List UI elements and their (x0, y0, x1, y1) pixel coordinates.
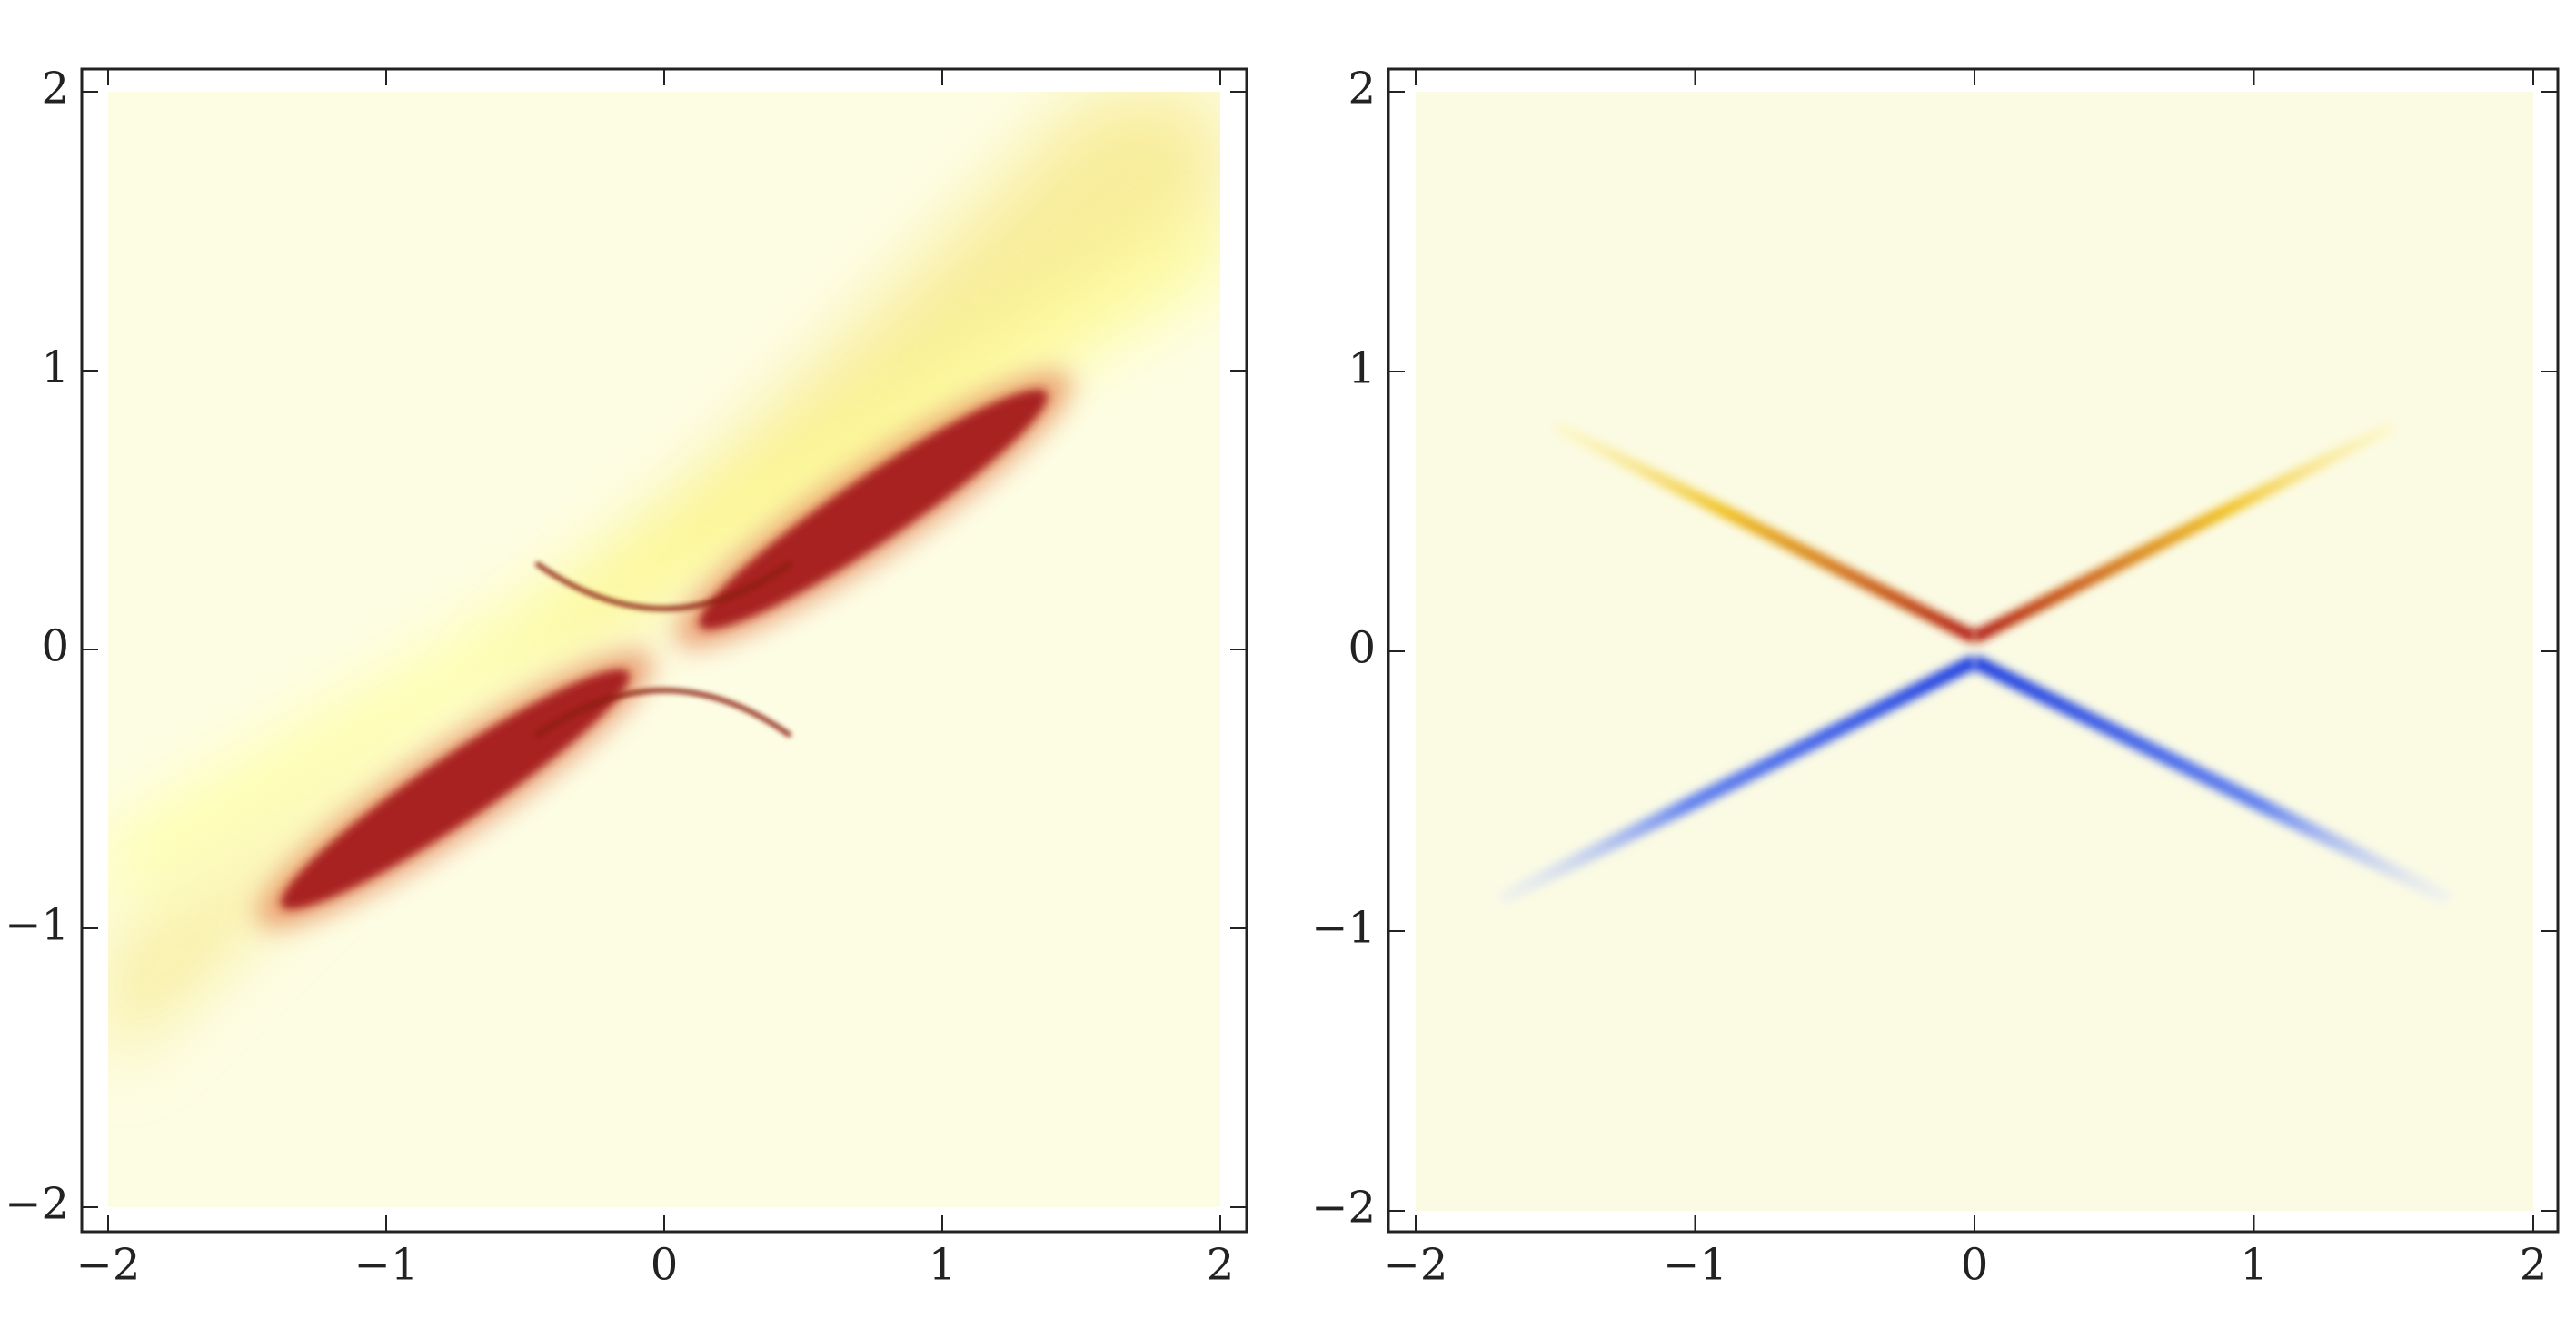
y-tick-label: −2 (1311, 1183, 1376, 1234)
x-tick-label: −1 (354, 1240, 419, 1291)
x-tick-label: 1 (2240, 1240, 2268, 1291)
x-tick-label: −1 (1663, 1240, 1727, 1291)
density-image (108, 92, 1220, 1207)
x-tick-label: 2 (1207, 1240, 1235, 1291)
x-tick-label: 0 (651, 1240, 679, 1291)
x-tick-label: 1 (929, 1240, 957, 1291)
x-tick-label: −2 (76, 1240, 141, 1291)
x-tick-label: −2 (1384, 1240, 1448, 1291)
y-tick-label: 2 (1348, 64, 1376, 114)
y-tick-label: 2 (41, 64, 69, 114)
y-tick-label: 1 (41, 342, 69, 393)
y-tick-label: 1 (1348, 343, 1376, 394)
x-tick-label: 0 (1961, 1240, 1989, 1291)
y-tick-label: 0 (1348, 623, 1376, 674)
y-tick-label: −1 (5, 900, 69, 951)
y-tick-label: 0 (41, 621, 69, 672)
x-tick-label: 2 (2520, 1240, 2548, 1291)
y-tick-label: −2 (5, 1179, 69, 1230)
density-image (1416, 92, 2533, 1211)
y-tick-label: −1 (1311, 903, 1376, 954)
